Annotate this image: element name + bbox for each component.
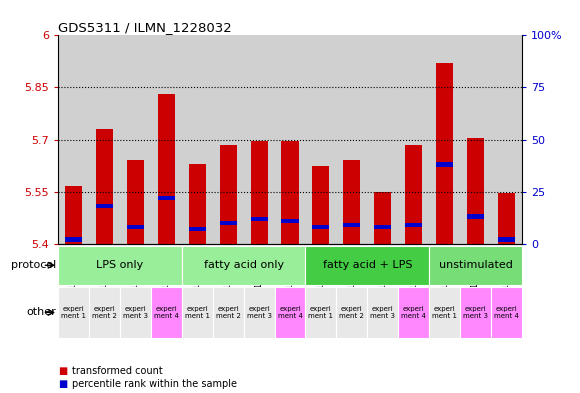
Bar	[127, 160, 144, 244]
Bar	[188, 227, 206, 231]
Bar	[336, 35, 367, 244]
Bar	[306, 35, 336, 244]
Text: percentile rank within the sample: percentile rank within the sample	[72, 379, 237, 389]
Bar	[251, 217, 267, 221]
Bar	[498, 193, 515, 244]
Bar	[313, 165, 329, 244]
Text: experi
ment 2: experi ment 2	[216, 306, 241, 319]
Bar	[429, 246, 522, 285]
Bar	[127, 225, 144, 229]
Bar	[343, 160, 360, 244]
Text: experi
ment 3: experi ment 3	[370, 306, 396, 319]
Bar	[491, 287, 522, 338]
Bar	[467, 215, 484, 219]
Bar	[460, 35, 491, 244]
Bar	[429, 35, 460, 244]
Bar	[65, 237, 82, 242]
Text: ■: ■	[58, 366, 67, 376]
Text: experi
ment 4: experi ment 4	[494, 306, 519, 319]
Bar	[158, 196, 175, 200]
Bar	[306, 287, 336, 338]
Text: experi
ment 1: experi ment 1	[184, 306, 210, 319]
Text: experi
ment 1: experi ment 1	[432, 306, 457, 319]
Text: experi
ment 4: experi ment 4	[401, 306, 426, 319]
Bar	[58, 287, 89, 338]
Bar	[182, 287, 213, 338]
Bar	[220, 145, 237, 244]
Bar	[220, 221, 237, 225]
Bar	[89, 35, 120, 244]
Bar	[398, 35, 429, 244]
Text: experi
ment 1: experi ment 1	[309, 306, 333, 319]
Bar	[251, 141, 267, 244]
Bar	[405, 223, 422, 227]
Text: unstimulated: unstimulated	[438, 260, 513, 270]
Text: protocol: protocol	[11, 260, 56, 270]
Text: transformed count: transformed count	[72, 366, 163, 376]
Bar	[336, 287, 367, 338]
Bar	[467, 138, 484, 244]
Bar	[313, 225, 329, 229]
Bar	[498, 237, 515, 242]
Text: experi
ment 3: experi ment 3	[463, 306, 488, 319]
Bar	[65, 186, 82, 244]
Bar	[151, 287, 182, 338]
Text: other: other	[27, 307, 56, 318]
Bar	[120, 287, 151, 338]
Bar	[281, 219, 299, 223]
Bar	[58, 246, 182, 285]
Text: experi
ment 2: experi ment 2	[339, 306, 364, 319]
Bar	[367, 287, 398, 338]
Bar	[58, 35, 89, 244]
Bar	[405, 145, 422, 244]
Bar	[436, 162, 453, 167]
Bar	[367, 35, 398, 244]
Bar	[429, 287, 460, 338]
Bar	[281, 141, 299, 244]
Text: experi
ment 4: experi ment 4	[278, 306, 302, 319]
Text: experi
ment 4: experi ment 4	[154, 306, 179, 319]
Bar	[188, 164, 206, 244]
Bar	[491, 35, 522, 244]
Bar	[182, 35, 213, 244]
Bar	[436, 63, 453, 244]
Bar	[96, 129, 113, 244]
Bar	[244, 287, 274, 338]
Bar	[274, 35, 306, 244]
Bar	[96, 204, 113, 208]
Text: ■: ■	[58, 379, 67, 389]
Bar	[213, 35, 244, 244]
Bar	[374, 191, 392, 244]
Text: fatty acid only: fatty acid only	[204, 260, 284, 270]
Text: experi
ment 3: experi ment 3	[123, 306, 148, 319]
Text: fatty acid + LPS: fatty acid + LPS	[322, 260, 412, 270]
Text: experi
ment 2: experi ment 2	[92, 306, 117, 319]
Bar	[244, 35, 274, 244]
Bar	[213, 287, 244, 338]
Bar	[343, 223, 360, 227]
Bar	[182, 246, 306, 285]
Text: GDS5311 / ILMN_1228032: GDS5311 / ILMN_1228032	[58, 21, 232, 34]
Bar	[274, 287, 306, 338]
Bar	[151, 35, 182, 244]
Bar	[158, 94, 175, 244]
Bar	[120, 35, 151, 244]
Bar	[89, 287, 120, 338]
Text: experi
ment 3: experi ment 3	[246, 306, 271, 319]
Text: LPS only: LPS only	[96, 260, 143, 270]
Text: experi
ment 1: experi ment 1	[61, 306, 86, 319]
Bar	[374, 225, 392, 229]
Bar	[460, 287, 491, 338]
Bar	[306, 246, 429, 285]
Bar	[398, 287, 429, 338]
